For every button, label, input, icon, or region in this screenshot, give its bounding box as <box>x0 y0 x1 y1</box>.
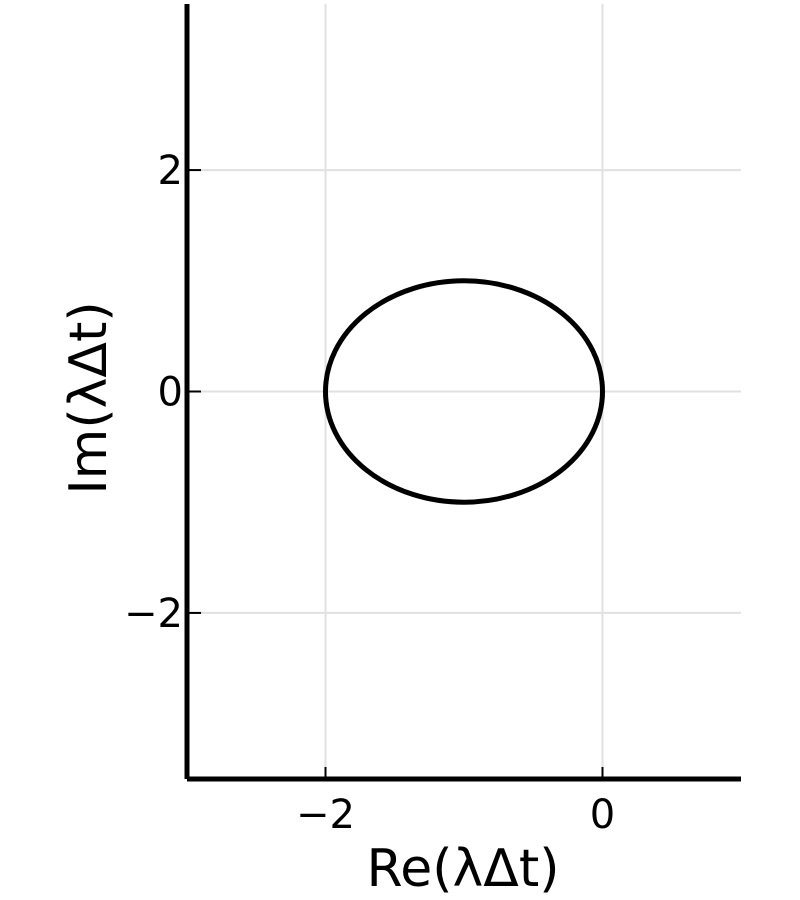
grid-layer <box>187 4 741 779</box>
ticks-layer: −2 0 −2 0 2 <box>124 148 615 838</box>
y-tick-label: 0 <box>158 370 183 416</box>
y-tick-label: −2 <box>124 591 183 637</box>
y-axis-label: Im(λΔt) <box>59 301 119 494</box>
x-tick-label: 0 <box>590 792 615 838</box>
x-tick-label: −2 <box>296 792 355 838</box>
x-axis-label: Re(λΔt) <box>366 839 559 899</box>
stability-boundary-circle <box>323 278 605 505</box>
y-tick-label: 2 <box>158 148 183 194</box>
series-layer <box>323 278 605 505</box>
